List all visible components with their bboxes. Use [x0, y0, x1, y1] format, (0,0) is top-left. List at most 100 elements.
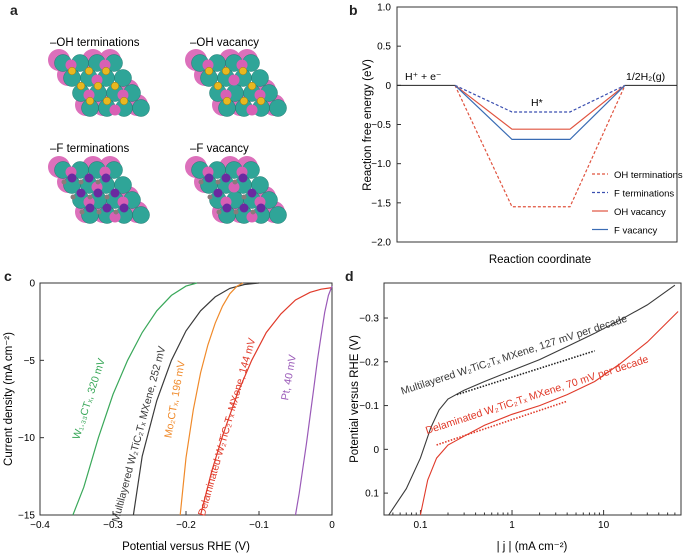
atom-pink-small: [228, 181, 240, 193]
atom-purple: [85, 203, 95, 213]
atom-grey: [61, 179, 67, 185]
polarization-curve-1: [132, 282, 260, 516]
atom-grey: [198, 179, 204, 185]
atom-gold: [84, 66, 94, 76]
legend-entry: F vacancy: [614, 226, 658, 237]
atom-grey: [232, 179, 238, 185]
atom-gold: [102, 96, 112, 106]
panel-d-xtick-label: 10: [598, 520, 610, 531]
polarization-curve-4: [294, 285, 333, 516]
atom-purple: [213, 188, 223, 198]
panel-d-ytick-label: −0.1: [359, 401, 379, 412]
atom-teal: [114, 176, 132, 194]
structure-oh-vacancy-image: [185, 49, 287, 117]
atom-gold: [85, 96, 95, 106]
curve-label-green: W₁.₃₃CTₓ, 320 mV: [70, 357, 107, 441]
atom-purple: [238, 173, 248, 183]
panel-d-xtick-label: 0.1: [413, 520, 427, 531]
curve-label-purple: Pt, 40 mV: [279, 354, 299, 401]
atom-purple: [101, 173, 111, 183]
panel-b-legend: OH terminations F terminations OH vacancy F…: [592, 170, 683, 237]
atom-teal: [251, 69, 269, 87]
atom-grey: [104, 194, 110, 200]
series-line-1: [454, 84, 626, 113]
tafel-label-black: Multilayered W₂TiC₂Tₓ MXene, 127 mV per …: [399, 313, 628, 398]
atom-purple: [221, 173, 231, 183]
panel-c-ylabel: Current density (mA cm⁻²): [3, 332, 15, 466]
atom-purple: [76, 188, 86, 198]
structure-title-oh-terminations: –OH terminations: [50, 37, 140, 49]
atom-pink-small: [246, 104, 258, 116]
atom-purple: [239, 203, 249, 213]
atom-purple: [110, 188, 120, 198]
panel-c-ytick-label: −5: [24, 356, 36, 367]
polarization-curve-0: [72, 282, 198, 516]
atom-purple: [119, 203, 129, 213]
atom-grey: [250, 209, 256, 215]
panel-b-ytick-label: 0.5: [377, 42, 391, 53]
tafel-fit-0: [456, 350, 595, 396]
panel-d-ytick-label: 0.1: [365, 489, 379, 500]
structure-title-oh-vacancy: –OH vacancy: [190, 37, 259, 49]
panel-c-axes-box: [39, 282, 333, 516]
panel-c-xtick-label: −0.2: [176, 520, 196, 531]
atom-purple: [247, 188, 257, 198]
panel-d-xlabel: | j | (mA cm⁻²): [497, 541, 568, 553]
panel-c-ytick-label: −10: [18, 433, 35, 444]
panel-d-ylabel: Potential versus RHE (V): [349, 335, 361, 463]
panel-d-ytick-label: −0.2: [359, 357, 379, 368]
atom-gold: [119, 96, 129, 106]
panel-label-a: a: [10, 2, 18, 18]
atom-grey: [215, 179, 221, 185]
panel-label-d: d: [345, 268, 354, 284]
atom-purple: [204, 173, 214, 183]
atom-grey: [241, 194, 247, 200]
atom-gold: [101, 66, 111, 76]
atom-gold: [239, 96, 249, 106]
atom-teal: [132, 206, 150, 224]
atom-purple: [256, 203, 266, 213]
atom-gold: [93, 81, 103, 91]
atom-grey: [70, 194, 76, 200]
panel-b-ytick-label: −0.5: [371, 120, 391, 131]
legend-entry: OH vacancy: [614, 207, 666, 218]
panel-a-structures: –OH terminations –OH vacancy –F terminat…: [48, 37, 287, 224]
panel-b-ytick-label: −2.0: [371, 238, 391, 249]
atom-grey: [95, 179, 101, 185]
panel-c-ytick-label: −15: [18, 511, 35, 522]
panel-c-xtick-label: −0.4: [30, 520, 50, 531]
tafel-label-red: Delaminated W₂TiC₂Tₓ MXene, 70 mV per de…: [424, 353, 650, 437]
atom-purple: [222, 203, 232, 213]
panel-b-axes-box: [396, 6, 678, 243]
atom-purple: [102, 203, 112, 213]
atom-teal: [132, 99, 150, 117]
atom-gold: [67, 66, 77, 76]
panel-label-c: c: [4, 268, 12, 284]
tafel-curve-1: [419, 311, 679, 516]
atom-teal: [269, 206, 287, 224]
structure-title-f-vacancy: –F vacancy: [190, 143, 249, 155]
atom-teal: [251, 176, 269, 194]
panel-label-b: b: [349, 2, 358, 18]
atom-grey: [216, 209, 222, 215]
atom-gold: [247, 81, 257, 91]
polarization-curve-2: [179, 282, 244, 516]
atom-gold: [238, 66, 248, 76]
panel-b-ylabel: Reaction free energy (eV): [362, 59, 374, 191]
state-label-middle: H*: [531, 97, 543, 109]
atom-gold: [213, 81, 223, 91]
atom-teal: [269, 99, 287, 117]
series-line-2: [454, 84, 626, 130]
tafel-fit-1: [436, 400, 568, 446]
panel-b-ytick-label: −1.5: [371, 198, 391, 209]
atom-purple: [93, 188, 103, 198]
atom-gold: [110, 81, 120, 91]
panel-d-xtick-label: 1: [509, 520, 515, 531]
atom-gold: [204, 66, 214, 76]
series-line-0: [454, 85, 626, 208]
atom-grey: [113, 209, 119, 215]
atom-pink-small: [246, 211, 258, 223]
panel-b-ytick-label: 0: [385, 81, 391, 92]
atom-gold: [256, 96, 266, 106]
atom-grey: [79, 209, 85, 215]
